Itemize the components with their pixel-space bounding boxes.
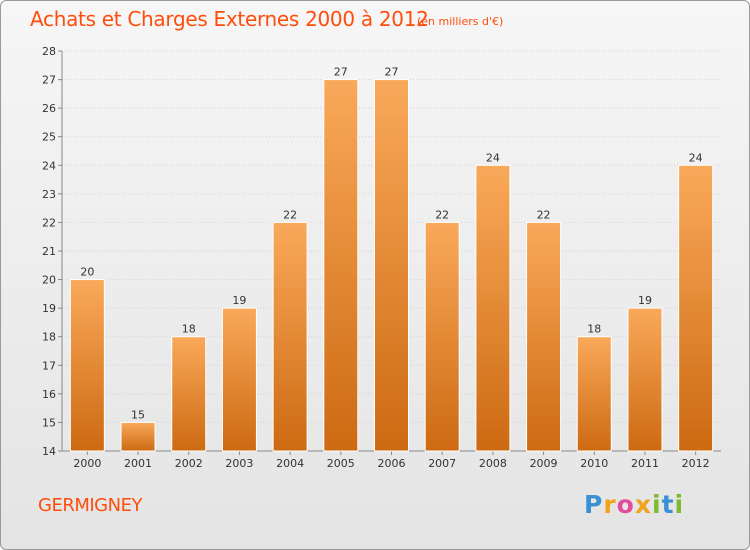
data-label: 27 (334, 66, 348, 79)
y-tick-label: 27 (42, 74, 56, 87)
logo-letter: r (603, 490, 617, 519)
x-tick-label: 2007 (428, 457, 456, 470)
y-tick-label: 15 (42, 416, 56, 429)
x-tick-label: 2012 (682, 457, 710, 470)
y-tick-label: 28 (42, 45, 56, 58)
chart-title: Achats et Charges Externes 2000 à 2012 (30, 7, 429, 31)
proxiti-logo: Proxiti (584, 490, 684, 519)
x-tick-label: 2003 (225, 457, 253, 470)
y-tick-label: 20 (42, 274, 56, 287)
labels: 14 15 16 17 18 19 20 21 22 23 24 25 26 27 28 20 2000 15 20… (42, 45, 710, 470)
bar (424, 221, 460, 452)
bars (69, 79, 714, 452)
x-tick-label: 2001 (124, 457, 152, 470)
data-label: 19 (638, 294, 652, 307)
logo-letter: o (616, 490, 635, 519)
bar (120, 421, 156, 452)
x-tick-label: 2005 (327, 457, 355, 470)
y-tick-label: 17 (42, 359, 56, 372)
y-tick-label: 14 (42, 445, 56, 458)
bar (171, 336, 207, 452)
data-label: 22 (435, 208, 449, 221)
bar (576, 336, 612, 452)
data-label: 15 (131, 408, 145, 421)
data-label: 19 (232, 294, 246, 307)
x-tick-label: 2000 (73, 457, 101, 470)
x-tick-label: 2004 (276, 457, 304, 470)
y-tick-label: 25 (42, 131, 56, 144)
y-tick-label: 18 (42, 331, 56, 344)
data-label: 20 (80, 266, 94, 279)
bar (272, 221, 308, 452)
logo-letter: t (661, 490, 675, 519)
chart-subtitle: (en milliers d'€) (417, 15, 504, 28)
y-tick-label: 21 (42, 245, 56, 258)
x-tick-label: 2010 (580, 457, 608, 470)
data-label: 22 (283, 208, 297, 221)
y-tick-label: 22 (42, 216, 56, 229)
y-tick-label: 16 (42, 388, 56, 401)
logo-letter: i (652, 490, 662, 519)
data-label: 27 (385, 66, 399, 79)
bar (374, 79, 409, 452)
data-label: 22 (537, 208, 551, 221)
bar (678, 164, 714, 452)
bar (69, 279, 105, 452)
y-tick-label: 26 (42, 102, 56, 115)
logo-letter: i (674, 490, 685, 519)
bar (627, 307, 663, 452)
logo-letter: x (634, 490, 652, 519)
logo-letter: P (584, 490, 604, 519)
bar (526, 221, 562, 452)
bar (475, 164, 511, 452)
data-label: 24 (689, 151, 703, 164)
y-tick-label: 19 (42, 302, 56, 315)
x-tick-label: 2011 (631, 457, 659, 470)
x-tick-label: 2006 (378, 457, 406, 470)
bar (323, 79, 359, 452)
x-tick-label: 2002 (175, 457, 203, 470)
data-label: 18 (587, 323, 601, 336)
x-tick-label: 2008 (479, 457, 507, 470)
y-tick-label: 23 (42, 188, 56, 201)
y-tick-label: 24 (42, 159, 56, 172)
x-tick-label: 2009 (530, 457, 558, 470)
town-name: GERMIGNEY (38, 495, 142, 516)
bar (221, 307, 257, 452)
data-label: 18 (182, 323, 196, 336)
data-label: 24 (486, 151, 500, 164)
